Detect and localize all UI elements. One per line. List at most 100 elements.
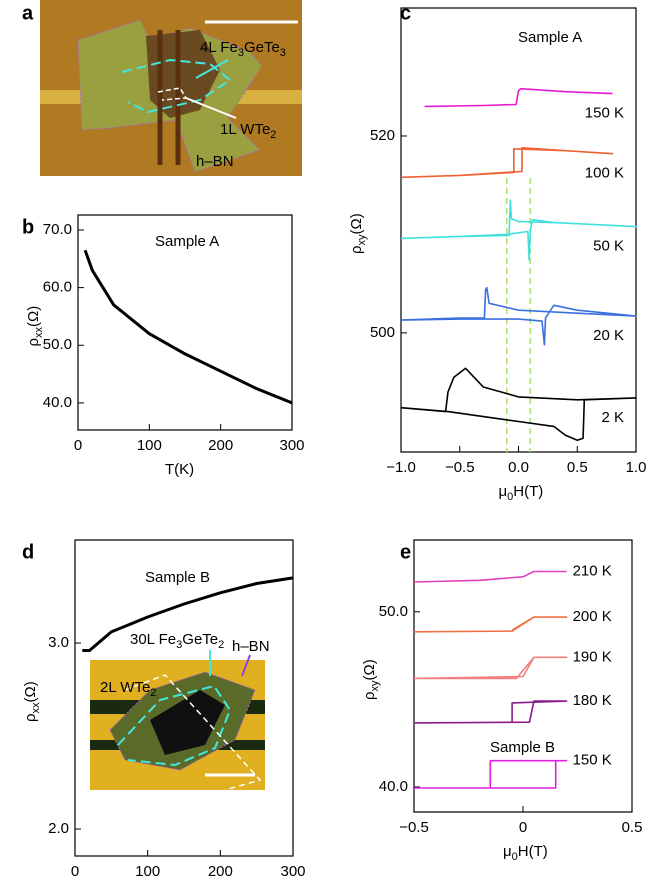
y-axis-label-part: xx xyxy=(30,702,42,714)
image-label-part: h–BN xyxy=(232,638,270,655)
series-line xyxy=(413,616,568,633)
y-tick-label: 3.0 xyxy=(48,634,69,651)
image-label: 2L WTe2 xyxy=(100,679,156,699)
image-label-part: h–BN xyxy=(196,153,234,170)
y-axis-label-part: ρ xyxy=(361,691,378,700)
image-label-part: 4L Fe xyxy=(200,39,238,56)
image-label-part: 1L WTe xyxy=(220,121,270,138)
image-label-part: GeTe xyxy=(244,39,280,56)
plot-frame xyxy=(400,7,637,453)
x-tick-label: 300 xyxy=(280,863,305,880)
image-label: h–BN xyxy=(196,153,234,170)
plot-frame xyxy=(77,214,293,431)
image-label: 4L Fe3GeTe3 xyxy=(200,39,286,59)
x-tick-label: 200 xyxy=(208,863,233,880)
image-label-part: 30L Fe xyxy=(130,631,176,648)
series-label: 150 K xyxy=(585,105,624,122)
y-axis-label-part: (Ω) xyxy=(22,681,39,702)
x-tick-label: 100 xyxy=(135,863,160,880)
x-axis-label-part: 0 xyxy=(512,851,518,863)
x-tick-label: 0.5 xyxy=(622,819,643,836)
y-axis-label-part: (Ω) xyxy=(25,306,42,327)
x-axis-label-part: μ xyxy=(499,483,508,500)
x-axis-label-part: T(K) xyxy=(164,887,193,889)
series-label: 150 K xyxy=(573,752,612,769)
panel-label: d xyxy=(22,541,34,563)
y-tick-label: 50.0 xyxy=(43,336,72,353)
image-label-part: 2 xyxy=(270,129,276,141)
image-label: h–BN xyxy=(232,638,270,655)
y-axis-label-part: xy xyxy=(356,234,368,246)
x-tick-label: 0 xyxy=(74,437,82,454)
image-label-part: 3 xyxy=(176,639,182,651)
x-axis-label-part: 0 xyxy=(507,491,513,503)
annotation: Sample B xyxy=(145,569,210,586)
x-axis-label-part: μ xyxy=(503,843,512,860)
y-axis-label-part: (Ω) xyxy=(348,213,365,234)
y-axis-label-part: xy xyxy=(369,680,381,692)
x-tick-label: −0.5 xyxy=(445,459,475,476)
series-label: 190 K xyxy=(573,648,612,665)
x-tick-label: 0 xyxy=(71,863,79,880)
series-label: 210 K xyxy=(573,562,612,579)
image-a xyxy=(40,0,302,176)
x-axis-label-part: H(T) xyxy=(513,483,543,500)
x-axis-label-part: H(T) xyxy=(518,843,548,860)
annotation: Sample B xyxy=(490,739,555,756)
series-label: 2 K xyxy=(601,409,624,426)
series-line xyxy=(400,147,614,179)
panel-label: b xyxy=(22,216,34,238)
y-tick-label: 520 xyxy=(370,127,395,144)
image-label-part: 2 xyxy=(150,687,156,699)
x-tick-label: 200 xyxy=(208,437,233,454)
x-tick-label: −0.5 xyxy=(399,819,429,836)
series-line xyxy=(400,199,637,261)
x-tick-label: 1.0 xyxy=(626,459,647,476)
y-axis-label: ρxy(Ω) xyxy=(361,659,381,700)
x-tick-label: 0.0 xyxy=(508,459,529,476)
x-tick-label: 0 xyxy=(519,819,527,836)
series-line xyxy=(413,656,568,680)
image-label-part: 2L WTe xyxy=(100,679,150,696)
x-tick-label: 100 xyxy=(137,437,162,454)
image-label-part: GeTe xyxy=(182,631,218,648)
image-label-part: 2 xyxy=(218,639,224,651)
y-axis-label-part: ρ xyxy=(22,713,39,722)
y-axis-label-part: ρ xyxy=(25,338,42,347)
x-axis-label-part: T(K) xyxy=(165,461,194,478)
image-label: 1L WTe2 xyxy=(220,121,276,141)
panel-label: a xyxy=(22,2,34,24)
y-tick-label: 50.0 xyxy=(379,603,408,620)
y-axis-label-part: xx xyxy=(33,326,45,338)
y-tick-label: 70.0 xyxy=(43,221,72,238)
annotation: Sample A xyxy=(155,233,219,250)
y-tick-label: 500 xyxy=(370,324,395,341)
y-axis-label: ρxy(Ω) xyxy=(348,213,368,254)
x-tick-label: 300 xyxy=(279,437,304,454)
y-tick-label: 40.0 xyxy=(379,778,408,795)
x-axis-label: T(K) xyxy=(164,887,193,889)
series-label: 100 K xyxy=(585,165,624,182)
series-line xyxy=(413,570,567,583)
x-axis-label: μ0H(T) xyxy=(503,843,548,863)
series-line xyxy=(424,87,613,108)
y-tick-label: 40.0 xyxy=(43,394,72,411)
panel-label: c xyxy=(400,2,411,24)
panel-label: e xyxy=(400,541,411,563)
series-label: 180 K xyxy=(573,692,612,709)
image-label: 30L Fe3GeTe2 xyxy=(130,631,224,651)
plot-frame xyxy=(74,539,294,857)
x-tick-label: 0.5 xyxy=(567,459,588,476)
series-line xyxy=(83,249,293,405)
series-line xyxy=(400,367,637,441)
series-line xyxy=(400,286,637,346)
x-tick-label: −1.0 xyxy=(386,459,416,476)
x-axis-label: T(K) xyxy=(165,461,194,478)
series-line xyxy=(82,576,294,652)
series-label: 50 K xyxy=(593,238,624,255)
y-tick-label: 60.0 xyxy=(43,279,72,296)
y-axis-label-part: ρ xyxy=(348,245,365,254)
x-axis-label: μ0H(T) xyxy=(499,483,544,503)
series-line xyxy=(413,700,568,724)
